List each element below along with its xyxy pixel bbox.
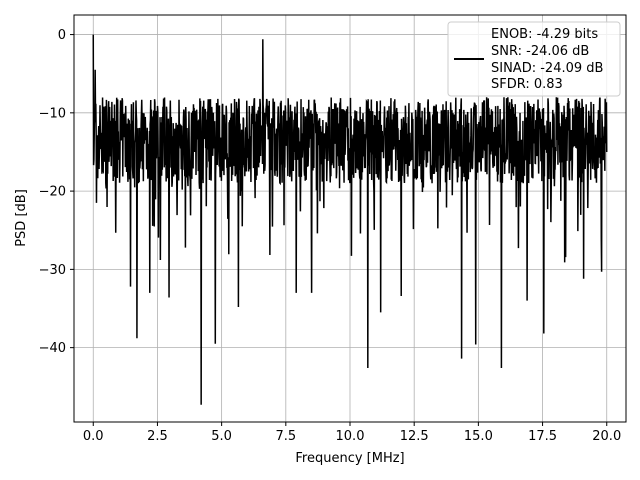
plot-area <box>92 34 608 405</box>
y-tick-label: 0 <box>58 28 66 43</box>
legend-entry-enob: ENOB: -4.29 bits <box>491 27 598 42</box>
y-tick-label: −30 <box>39 263 66 278</box>
x-tick-label: 17.5 <box>528 429 557 444</box>
x-axis-label: Frequency [MHz] <box>295 451 404 466</box>
legend: ENOB: -4.29 bits SNR: -24.06 dB SINAD: -… <box>447 21 621 97</box>
x-tick-label: 20.0 <box>592 429 621 444</box>
y-tick-label: −10 <box>39 106 66 121</box>
y-tick-label: −20 <box>39 185 66 200</box>
legend-entry-snr: SNR: -24.06 dB <box>491 44 589 59</box>
x-tick-label: 15.0 <box>464 429 493 444</box>
x-tick-label: 10.0 <box>336 429 365 444</box>
x-tick-label: 5.0 <box>211 429 232 444</box>
x-tick-label: 12.5 <box>400 429 429 444</box>
x-tick-label: 0.0 <box>83 429 104 444</box>
x-tick-label: 7.5 <box>275 429 296 444</box>
legend-box <box>447 21 621 97</box>
x-axis-ticks: 0.0 2.5 5.0 7.5 10.0 12.5 15.0 17.5 20.0 <box>83 422 621 444</box>
y-tick-label: −40 <box>39 341 66 356</box>
y-axis-ticks: 0 −10 −20 −30 −40 <box>39 28 74 356</box>
legend-entry-sfdr: SFDR: 0.83 <box>491 77 563 92</box>
psd-series-line <box>92 34 608 405</box>
x-tick-label: 2.5 <box>147 429 168 444</box>
legend-entry-sinad: SINAD: -24.09 dB <box>491 61 603 76</box>
y-axis-label: PSD [dB] <box>14 189 29 247</box>
